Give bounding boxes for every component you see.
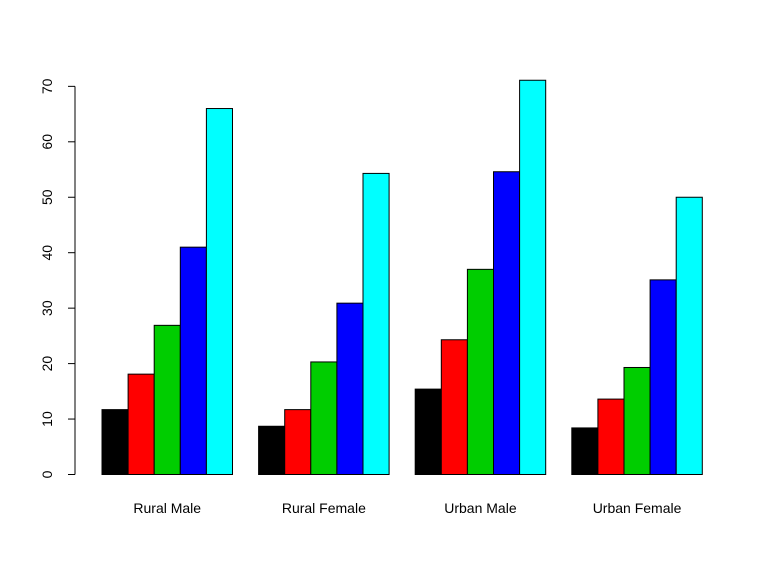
bar-rural-female-4 xyxy=(336,302,364,475)
bar-urban-male-3 xyxy=(466,268,494,475)
bar-urban-female-2 xyxy=(597,398,625,475)
bar-urban-female-1 xyxy=(571,427,599,476)
x-axis-labels: Rural Male Rural Female Urban Male Urban Fe… xyxy=(133,500,681,516)
y-tick-label: 30 xyxy=(39,300,55,316)
bar-rural-male-4 xyxy=(179,246,207,475)
bar-urban-male-5 xyxy=(519,79,547,475)
bar-rural-female-2 xyxy=(284,409,312,475)
x-tick-label: Rural Male xyxy=(133,500,201,516)
x-tick-label: Rural Female xyxy=(282,500,366,516)
bar-urban-male-4 xyxy=(493,171,521,476)
y-tick-label: 50 xyxy=(39,189,55,205)
y-tick-label: 60 xyxy=(39,134,55,150)
x-tick-label: Urban Male xyxy=(444,500,517,516)
bar-urban-female-5 xyxy=(675,196,703,475)
bar-rural-female-5 xyxy=(362,172,390,475)
bar-urban-male-2 xyxy=(440,339,468,476)
y-tick-label: 70 xyxy=(39,78,55,94)
bar-rural-female-1 xyxy=(258,425,286,476)
y-axis: 0 10 20 30 40 50 60 70 xyxy=(39,78,76,478)
bar-urban-female-3 xyxy=(623,366,651,476)
bar-rural-male-2 xyxy=(127,373,155,476)
bar-rural-female-3 xyxy=(310,361,338,475)
bar-rural-male-3 xyxy=(153,324,181,475)
y-tick-label: 20 xyxy=(39,356,55,372)
bar-rural-male-5 xyxy=(205,108,233,475)
bar-urban-female-4 xyxy=(649,279,677,475)
bar-rural-male-1 xyxy=(101,409,129,475)
y-tick-label: 0 xyxy=(39,470,55,478)
y-tick-label: 10 xyxy=(39,411,55,427)
bar-urban-male-1 xyxy=(414,388,442,475)
y-tick-label: 40 xyxy=(39,245,55,261)
bars-layer xyxy=(101,79,703,476)
x-tick-label: Urban Female xyxy=(593,500,682,516)
